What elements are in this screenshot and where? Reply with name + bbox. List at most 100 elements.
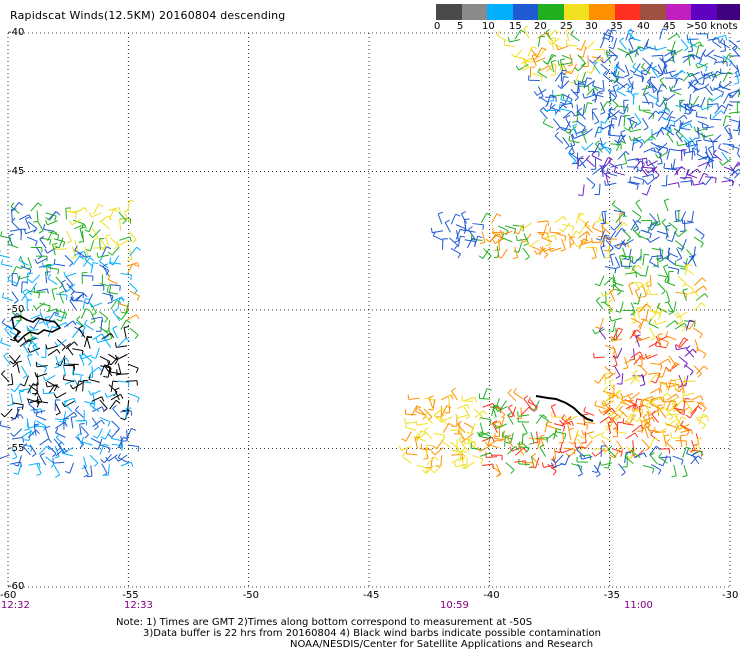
wind-barb bbox=[645, 177, 657, 184]
wind-barb bbox=[45, 426, 50, 438]
wind-barb bbox=[623, 230, 631, 241]
wind-barb bbox=[655, 320, 667, 325]
wind-barb bbox=[659, 309, 667, 319]
scale-swatch bbox=[436, 4, 462, 20]
wind-barb bbox=[0, 454, 10, 459]
wind-barb bbox=[617, 223, 628, 231]
wind-barb bbox=[77, 316, 85, 327]
wind-barb bbox=[593, 329, 605, 334]
wind-barb bbox=[55, 400, 60, 411]
wind-barb bbox=[12, 276, 20, 286]
wind-barb bbox=[523, 248, 530, 260]
wind-barb bbox=[718, 144, 728, 153]
wind-barb bbox=[642, 118, 648, 130]
wind-barb bbox=[667, 149, 675, 160]
wind-barb bbox=[101, 218, 109, 229]
wind-barb bbox=[65, 255, 73, 266]
wind-barb bbox=[593, 223, 603, 232]
wind-barb bbox=[605, 373, 610, 384]
wind-barb bbox=[638, 302, 648, 311]
wind-barb bbox=[48, 268, 59, 275]
wind-barb bbox=[694, 340, 699, 352]
wind-barb bbox=[4, 353, 11, 365]
wind-barb bbox=[451, 214, 460, 224]
wind-barb bbox=[650, 446, 661, 455]
wind-barb bbox=[2, 259, 13, 266]
wind-barb bbox=[605, 267, 616, 274]
wind-barb bbox=[666, 321, 678, 328]
wind-barb bbox=[559, 223, 569, 232]
wind-barb bbox=[408, 395, 420, 400]
wind-barb bbox=[657, 84, 666, 94]
wind-barb bbox=[10, 229, 22, 234]
wind-barb bbox=[48, 274, 57, 284]
wind-barb bbox=[658, 283, 666, 294]
wind-barb bbox=[685, 349, 697, 356]
wind-barb bbox=[693, 328, 702, 338]
wind-barb bbox=[48, 349, 60, 355]
wind-barb bbox=[1, 370, 9, 381]
wind-barb bbox=[75, 421, 86, 426]
wind-speed-color-scale bbox=[436, 4, 740, 20]
wind-barb bbox=[81, 426, 88, 438]
wind-barb bbox=[587, 178, 595, 189]
wind-barb bbox=[734, 72, 739, 84]
wind-barb bbox=[585, 103, 593, 114]
wind-barb bbox=[128, 364, 138, 373]
wind-barb bbox=[684, 365, 693, 376]
wind-barb bbox=[615, 257, 620, 269]
wind-barb bbox=[406, 423, 417, 431]
wind-barb-swaths bbox=[0, 26, 740, 477]
wind-barb bbox=[8, 239, 18, 248]
scale-label: 40 bbox=[637, 21, 650, 32]
wind-barb bbox=[71, 247, 76, 259]
wind-barb bbox=[619, 464, 626, 476]
wind-barb bbox=[442, 437, 451, 447]
wind-barb bbox=[502, 233, 512, 242]
wind-barb bbox=[438, 212, 443, 224]
wind-barb bbox=[540, 107, 547, 119]
scale-label: 30 bbox=[585, 21, 598, 32]
wind-barb bbox=[511, 49, 522, 57]
wind-barb bbox=[402, 431, 412, 441]
wind-barb bbox=[55, 422, 67, 428]
wind-barb bbox=[96, 321, 102, 332]
wind-barb bbox=[649, 319, 659, 328]
wind-barb bbox=[498, 226, 508, 235]
wind-barb bbox=[127, 263, 139, 268]
wind-barb bbox=[107, 287, 118, 294]
map-title: Rapidscat Winds(12.5KM) 20160804 descend… bbox=[10, 9, 286, 22]
wind-barb bbox=[538, 36, 545, 47]
wind-barb bbox=[579, 156, 585, 168]
wind-barb bbox=[21, 366, 27, 378]
longitude-tick-label: -50 bbox=[243, 590, 259, 601]
wind-barb bbox=[577, 84, 583, 95]
wind-barb bbox=[636, 200, 642, 212]
wind-barb bbox=[601, 246, 606, 258]
scale-label: 35 bbox=[610, 21, 623, 32]
wind-barb bbox=[688, 169, 700, 176]
wind-barb bbox=[530, 67, 535, 78]
wind-barb bbox=[35, 258, 47, 263]
wind-barb bbox=[555, 233, 566, 241]
wind-barb bbox=[605, 367, 613, 378]
wind-barb bbox=[41, 346, 46, 357]
wind-barb bbox=[27, 257, 32, 269]
wind-barb bbox=[618, 151, 629, 159]
wind-barb bbox=[486, 234, 497, 243]
wind-barb bbox=[608, 321, 615, 332]
wind-barb bbox=[36, 411, 46, 420]
wind-barb bbox=[563, 111, 575, 118]
measurement-time-label: 12:33 bbox=[124, 600, 153, 611]
scale-label: 10 bbox=[482, 21, 495, 32]
wind-barb bbox=[110, 400, 121, 409]
wind-barb bbox=[668, 34, 680, 40]
wind-barb bbox=[589, 55, 600, 63]
wind-barb bbox=[11, 266, 20, 276]
wind-barb bbox=[63, 365, 74, 370]
wind-barb bbox=[585, 221, 593, 232]
wind-barb bbox=[100, 284, 111, 292]
wind-barb bbox=[707, 104, 718, 109]
wind-barb bbox=[12, 218, 20, 229]
